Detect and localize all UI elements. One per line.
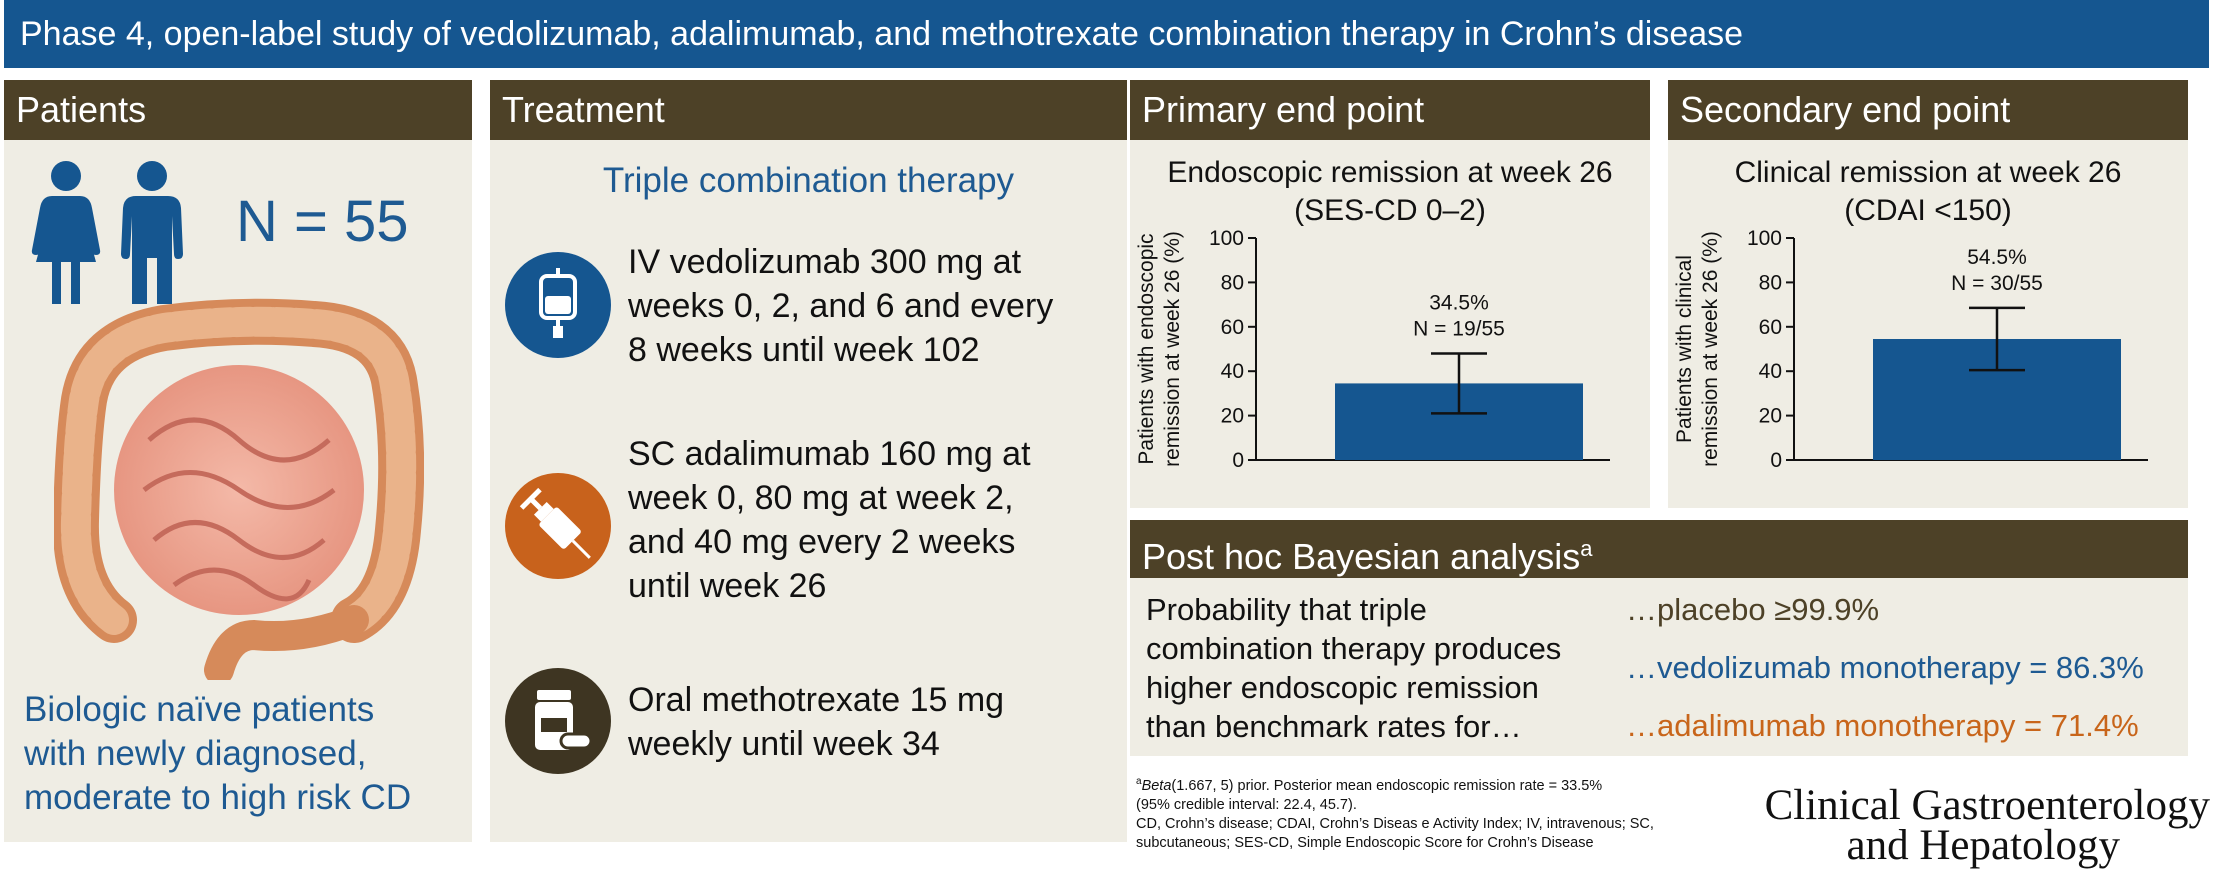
patients-description: Biologic naïve patients with newly diagn… — [24, 688, 411, 820]
pill-bottle-icon — [505, 668, 611, 774]
iv-bag-icon — [505, 252, 611, 358]
treatment-header: Treatment — [490, 80, 1127, 140]
journal-logo: Clinical Gastroenterology and Hepatology — [1740, 782, 2210, 869]
primary-endpoint-panel: Primary end point Endoscopic remission a… — [1130, 80, 1650, 508]
treatment-item-vedolizumab: IV vedolizumab 300 mg at weeks 0, 2, and… — [628, 243, 1054, 369]
bayes-result-placebo: …placebo ≥99.9% — [1626, 592, 1880, 627]
bayesian-panel: Post hoc Bayesian analysisa Probability … — [1130, 520, 2188, 756]
data-label: N = 30/55 — [1951, 272, 2043, 295]
bayesian-lead-text: Probability that triple combination ther… — [1146, 592, 1562, 744]
primary-y-axis-label: Patients with endoscopic remission at we… — [1135, 231, 1184, 467]
intestine-illustration — [54, 298, 424, 680]
patients-desc-line-3: moderate to high risk CD — [24, 778, 412, 817]
y-tick-label: 100 — [1209, 230, 1244, 250]
journal-logo-line-2: and Hepatology — [1846, 822, 2120, 869]
secondary-chart-title: Clinical remission at week 26 (CDAI <150… — [1734, 156, 2122, 227]
patients-desc-line-1: Biologic naïve patients — [24, 690, 375, 729]
chart-1-svg: 0 20 40 60 80 100 54.5% N = 30/55 — [1747, 227, 2148, 472]
data-label: N = 19/55 — [1413, 317, 1505, 340]
primary-endpoint-header: Primary end point — [1130, 80, 1650, 140]
y-tick-label: 20 — [1759, 405, 1782, 428]
bayes-result-vedolizumab: …vedolizumab monotherapy = 86.3% — [1626, 650, 2144, 685]
y-tick-label: 60 — [1759, 316, 1782, 339]
y-tick-label: 60 — [1221, 316, 1244, 339]
y-tick-label: 20 — [1221, 405, 1244, 428]
secondary-endpoint-header: Secondary end point — [1668, 80, 2188, 140]
footnote-line-2: (95% credible interval: 22.4, 45.7). — [1136, 796, 1357, 813]
footnote-line-3: CD, Crohn’s disease; CDAI, Crohn’s Disea… — [1136, 815, 1654, 832]
secondary-y-axis-label: Patients with clinical remission at week… — [1673, 231, 1722, 467]
y-tick-label: 100 — [1747, 230, 1782, 250]
treatment-item-methotrexate: Oral methotrexate 15 mg weekly until wee… — [628, 681, 1005, 763]
data-label: 34.5% — [1429, 291, 1489, 314]
error-bar — [1431, 352, 1487, 415]
patients-desc-line-2: with newly diagnosed, — [24, 734, 367, 773]
patient-count: N = 55 — [236, 189, 409, 254]
y-tick-label: 0 — [1770, 449, 1782, 472]
chart-0-svg: 0 20 40 60 80 100 34.5% N = 19/55 — [1209, 227, 1610, 472]
y-tick-label: 80 — [1759, 271, 1782, 294]
treatment-item-adalimumab: SC adalimumab 160 mg at week 0, 80 mg at… — [628, 435, 1031, 605]
y-tick-label: 40 — [1221, 360, 1244, 383]
footnote: aBeta(1.667, 5) prior. Posterior mean en… — [1136, 772, 1756, 853]
y-tick-label: 0 — [1232, 449, 1244, 472]
female-person-icon — [31, 161, 101, 304]
male-person-icon — [121, 161, 183, 304]
y-tick-label: 40 — [1759, 360, 1782, 383]
primary-chart-title: Endoscopic remission at week 26 (SES-CD … — [1167, 156, 1613, 227]
secondary-endpoint-panel: Secondary end point Clinical remission a… — [1668, 80, 2188, 508]
bayes-result-adalimumab: …adalimumab monotherapy = 71.4% — [1626, 708, 2139, 743]
y-tick-label: 80 — [1221, 271, 1244, 294]
patients-header: Patients — [4, 80, 472, 140]
study-title-banner: Phase 4, open-label study of vedolizumab… — [4, 0, 2209, 68]
error-bar — [1969, 306, 2025, 372]
syringe-icon — [505, 473, 611, 579]
treatment-panel: Treatment Triple combination therapy IV … — [490, 80, 1127, 842]
primary-chart: 0 20 40 60 80 100 34.5% N = 19/55 — [1200, 227, 1620, 500]
footnote-line-1: aBeta(1.667, 5) prior. Posterior mean en… — [1136, 776, 1603, 794]
data-label: 54.5% — [1967, 246, 2027, 269]
bayesian-header: Post hoc Bayesian analysisa — [1130, 520, 2188, 578]
journal-logo-line-1: Clinical Gastroenterology — [1764, 782, 2210, 829]
secondary-chart: 0 20 40 60 80 100 54.5% N = 30/55 — [1738, 227, 2158, 500]
treatment-subtitle: Triple combination therapy — [602, 161, 1015, 200]
patients-panel: Patients N = 55 Biologic naïve patients … — [4, 80, 472, 842]
footnote-line-4: subcutaneous; SES-CD, Simple Endoscopic … — [1136, 834, 1594, 851]
